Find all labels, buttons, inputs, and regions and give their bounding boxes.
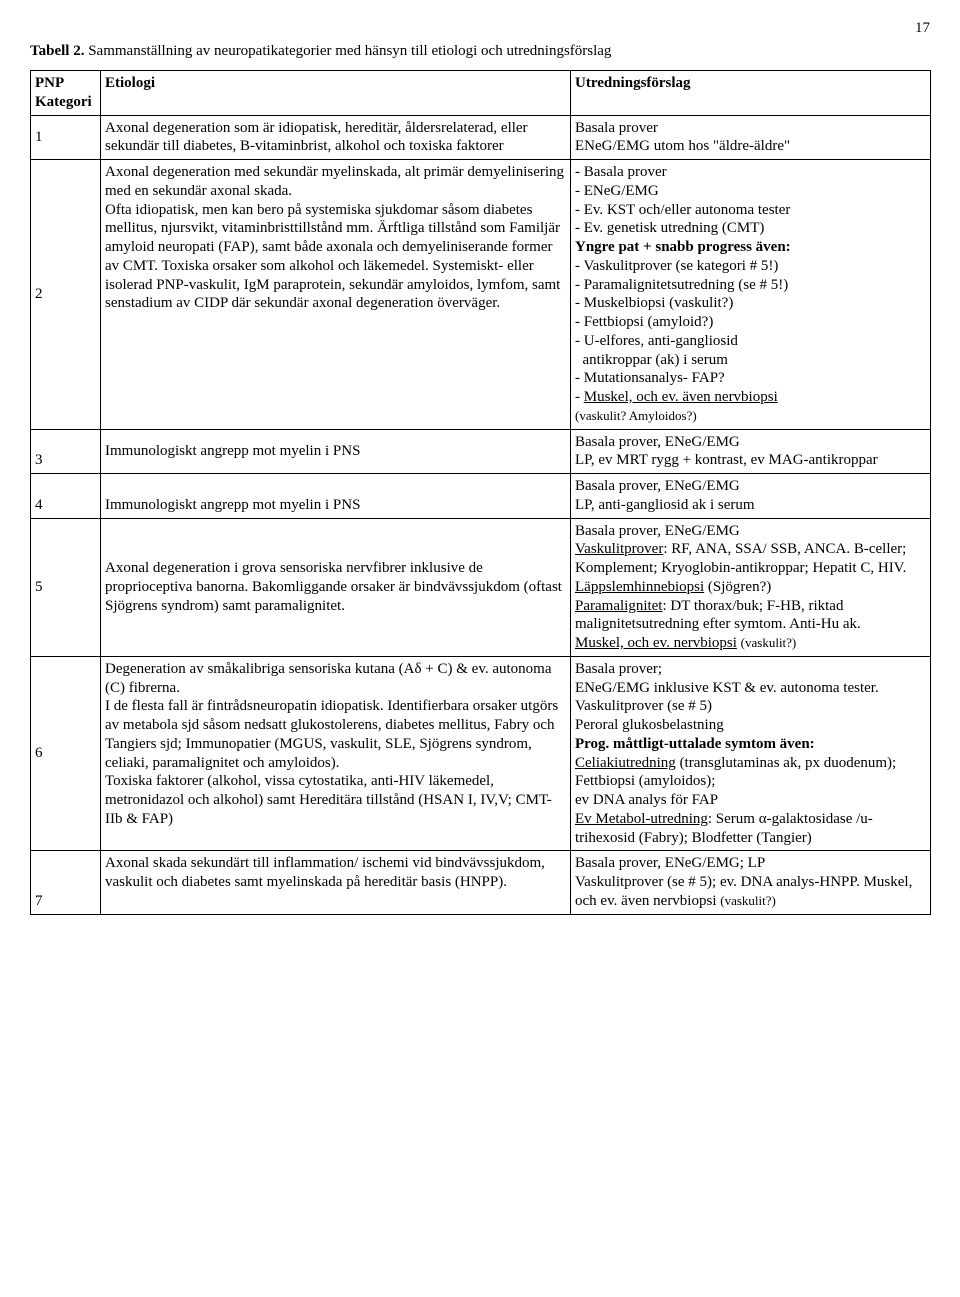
row-utr: - Basala prover- ENeG/EMG- Ev. KST och/e… bbox=[571, 160, 931, 430]
row-num: 4 bbox=[31, 474, 101, 519]
row-num: 5 bbox=[31, 518, 101, 656]
table-row: 2 Axonal degeneration med sekundär myeli… bbox=[31, 160, 931, 430]
table-row: 5 Axonal degeneration i grova sensoriska… bbox=[31, 518, 931, 656]
row-num: 1 bbox=[31, 115, 101, 160]
row-num: 3 bbox=[31, 429, 101, 474]
table-row: 7 Axonal skada sekundärt till inflammati… bbox=[31, 851, 931, 914]
caption-rest: Sammanställning av neuropatikategorier m… bbox=[84, 43, 611, 59]
row-utr: Basala prover;ENeG/EMG inklusive KST & e… bbox=[571, 656, 931, 851]
row-utr: Basala prover, ENeG/EMGLP, anti-ganglios… bbox=[571, 474, 931, 519]
header-col3: Utredningsförslag bbox=[571, 71, 931, 116]
row-utr: Basala prover, ENeG/EMGVaskulitprover: R… bbox=[571, 518, 931, 656]
table-row: 6 Degeneration av småkalibriga sensorisk… bbox=[31, 656, 931, 851]
table-row: 1 Axonal degeneration som är idiopatisk,… bbox=[31, 115, 931, 160]
neuropathy-table: PNPKategori Etiologi Utredningsförslag 1… bbox=[30, 70, 931, 915]
row-num: 2 bbox=[31, 160, 101, 430]
header-col2: Etiologi bbox=[101, 71, 571, 116]
table-caption: Tabell 2. Sammanställning av neuropatika… bbox=[30, 43, 930, 60]
row-etio: Degeneration av småkalibriga sensoriska … bbox=[101, 656, 571, 851]
row-num: 7 bbox=[31, 851, 101, 914]
row-etio: Immunologiskt angrepp mot myelin i PNS bbox=[101, 429, 571, 474]
row-utr: Basala proverENeG/EMG utom hos "äldre-äl… bbox=[571, 115, 931, 160]
page-number: 17 bbox=[30, 20, 930, 37]
table-row: 3 Immunologiskt angrepp mot myelin i PNS… bbox=[31, 429, 931, 474]
header-row: PNPKategori Etiologi Utredningsförslag bbox=[31, 71, 931, 116]
row-etio: Axonal skada sekundärt till inflammation… bbox=[101, 851, 571, 914]
row-utr: Basala prover, ENeG/EMG; LPVaskulitprove… bbox=[571, 851, 931, 914]
row-etio: Axonal degeneration som är idiopatisk, h… bbox=[101, 115, 571, 160]
row-utr: Basala prover, ENeG/EMGLP, ev MRT rygg +… bbox=[571, 429, 931, 474]
row-etio: Immunologiskt angrepp mot myelin i PNS bbox=[101, 474, 571, 519]
row-etio: Axonal degeneration med sekundär myelins… bbox=[101, 160, 571, 430]
header-col1: PNPKategori bbox=[31, 71, 101, 116]
row-etio: Axonal degeneration i grova sensoriska n… bbox=[101, 518, 571, 656]
table-row: 4 Immunologiskt angrepp mot myelin i PNS… bbox=[31, 474, 931, 519]
row-num: 6 bbox=[31, 656, 101, 851]
caption-bold: Tabell 2. bbox=[30, 43, 84, 59]
